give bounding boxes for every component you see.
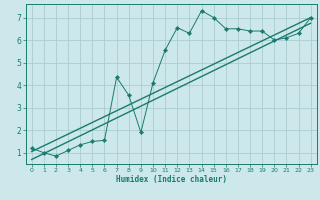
X-axis label: Humidex (Indice chaleur): Humidex (Indice chaleur) xyxy=(116,175,227,184)
